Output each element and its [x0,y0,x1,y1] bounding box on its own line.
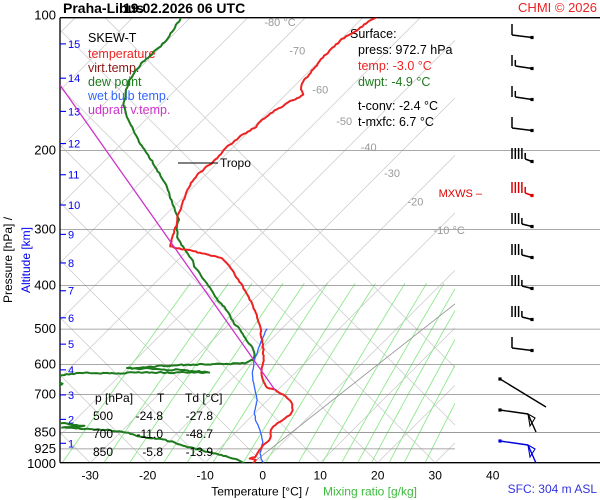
svg-text:Tropo: Tropo [220,156,251,170]
svg-text:30: 30 [429,469,443,483]
svg-text:-11.0: -11.0 [137,427,164,441]
svg-text:850: 850 [34,424,56,439]
svg-text:-48.7: -48.7 [186,427,214,441]
svg-text:300: 300 [34,222,56,237]
svg-text:3: 3 [68,390,74,402]
svg-text:Temperature [°C] /: Temperature [°C] / [211,485,309,499]
svg-text:9: 9 [68,229,74,241]
svg-text:CHMI © 2026: CHMI © 2026 [518,0,597,15]
svg-text:10: 10 [68,200,80,212]
svg-text:-10 °C: -10 °C [434,225,465,237]
svg-text:SKEW-T: SKEW-T [88,31,137,45]
svg-text:-20: -20 [408,197,424,209]
svg-text:dwpt: -4.9 °C: dwpt: -4.9 °C [358,75,430,89]
svg-text:600: 600 [34,357,56,372]
svg-text:press: 972.7 hPa: press: 972.7 hPa [358,43,453,57]
svg-text:SFC: 304 m ASL: SFC: 304 m ASL [508,482,598,496]
svg-text:8: 8 [68,258,74,270]
svg-text:Td [°C]: Td [°C] [185,391,222,405]
svg-text:-40: -40 [361,142,377,154]
svg-text:Mixing ratio [g/kg]: Mixing ratio [g/kg] [323,485,417,499]
svg-text:0: 0 [259,469,266,483]
svg-text:wet bulb temp.: wet bulb temp. [87,89,169,103]
svg-text:10: 10 [314,469,328,483]
svg-text:-10: -10 [197,469,215,483]
svg-text:-50: -50 [336,116,352,128]
svg-text:19.02.2026 06 UTC: 19.02.2026 06 UTC [123,0,245,16]
svg-text:500: 500 [34,321,56,336]
svg-text:7: 7 [68,286,74,298]
svg-text:15: 15 [68,39,80,51]
svg-text:-30: -30 [82,469,100,483]
svg-text:temp: -3.0 °C: temp: -3.0 °C [358,59,432,73]
svg-text:700: 700 [93,427,113,441]
svg-text:Pressure [hPa] /: Pressure [hPa] / [1,216,15,303]
svg-text:Altitude [km]: Altitude [km] [19,227,33,293]
svg-text:500: 500 [93,409,113,423]
svg-text:6: 6 [68,313,74,325]
svg-text:40: 40 [486,469,500,483]
svg-text:11: 11 [68,170,79,182]
svg-text:1: 1 [68,438,74,450]
svg-text:20: 20 [371,469,385,483]
svg-text:400: 400 [34,278,56,293]
svg-text:dew point: dew point [88,75,142,89]
svg-text:14: 14 [68,73,80,85]
svg-text:13: 13 [68,106,80,118]
svg-text:850: 850 [93,445,113,459]
svg-text:5: 5 [68,339,74,351]
svg-text:100: 100 [34,8,56,23]
svg-text:-60: -60 [312,85,328,97]
svg-text:t-conv: -2.4 °C: t-conv: -2.4 °C [358,99,438,113]
svg-text:-27.8: -27.8 [186,409,214,423]
svg-text:-24.8: -24.8 [136,409,164,423]
svg-text:925: 925 [34,441,56,456]
svg-text:t-mxfc: 6.7 °C: t-mxfc: 6.7 °C [358,115,434,129]
svg-text:700: 700 [34,387,56,402]
svg-text:200: 200 [34,143,56,158]
svg-text:12: 12 [68,139,80,151]
svg-text:MXWS –: MXWS – [439,188,483,200]
svg-text:Surface:: Surface: [350,27,397,41]
svg-text:udpraft v.temp.: udpraft v.temp. [88,103,170,117]
svg-text:-30: -30 [384,168,400,180]
svg-text:virt.temp.: virt.temp. [88,61,139,75]
svg-text:-70: -70 [289,46,305,58]
svg-text:-20: -20 [139,469,157,483]
svg-text:1000: 1000 [27,456,56,471]
svg-text:-80 °C: -80 °C [264,17,295,29]
svg-text:-5.8: -5.8 [142,445,163,459]
svg-text:T: T [157,391,165,405]
svg-text:p [hPa]: p [hPa] [95,391,133,405]
svg-text:-13.9: -13.9 [186,445,214,459]
